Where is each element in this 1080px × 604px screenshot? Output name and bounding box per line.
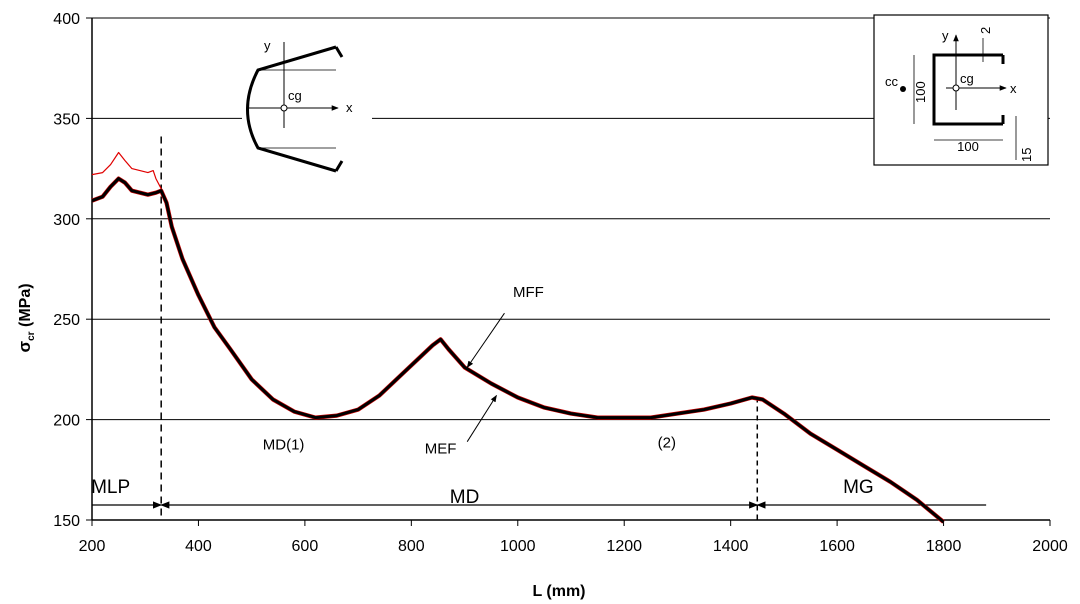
svg-text:σcr (MPa): σcr (MPa) (15, 283, 37, 352)
mode-boundaries (160, 136, 759, 520)
sketch-label: cg (288, 88, 302, 103)
series-group (91, 151, 945, 524)
x-tick-label: 800 (398, 538, 425, 555)
sketch-section-outline (246, 45, 337, 173)
annotation-arrow (466, 312, 505, 368)
region-label: MLP (91, 477, 130, 498)
x-tick-label: 1200 (606, 538, 642, 555)
x-tick-label: 200 (79, 538, 106, 555)
inset-label: cc (885, 74, 899, 89)
inset-label: y (942, 28, 949, 43)
sketch-label: y (264, 38, 271, 53)
x-tick-label: 1800 (926, 538, 962, 555)
y-tick-label: 400 (53, 11, 80, 28)
inset-label: 100 (913, 81, 928, 103)
inset-label: cg (960, 71, 974, 86)
region-label: MD (450, 487, 480, 508)
y-axis-ticks: 150 200 250 300 350 400 (53, 11, 92, 530)
mode-regions: MLP MD MG (91, 477, 987, 509)
x-tick-label: 600 (292, 538, 319, 555)
inset-cc-marker (900, 86, 906, 92)
x-tick-label: 1400 (713, 538, 749, 555)
region-label: MG (843, 477, 874, 498)
x-tick-label: 2000 (1032, 538, 1068, 555)
y-axis-label-symbol: σ (15, 341, 34, 353)
y-tick-label: 300 (53, 212, 80, 229)
plot-area-frame (91, 18, 1050, 521)
y-axis-label-subscript: cr (26, 331, 37, 341)
series-line (91, 177, 945, 524)
inset-label: 100 (957, 139, 979, 154)
x-tick-label: 1000 (500, 538, 536, 555)
annotation-label: MEF (425, 441, 457, 458)
y-axis-label-unit: (MPa) (17, 283, 34, 331)
annotation-label: MD(1) (263, 437, 305, 454)
sketch-cg-marker (280, 104, 288, 112)
section-sketch: y cg x (242, 32, 372, 182)
series-line-underlay (91, 176, 945, 524)
inset-label: x (1010, 81, 1017, 96)
annotation-label: (2) (658, 435, 676, 452)
y-tick-label: 350 (53, 111, 80, 128)
x-tick-label: 1600 (819, 538, 855, 555)
y-tick-label: 250 (53, 312, 80, 329)
y-tick-label: 150 (53, 513, 80, 530)
annotation-arrow (466, 394, 497, 442)
annotations: MFF MEF MD(1) (2) (263, 284, 676, 458)
annotation-label: MFF (513, 284, 544, 301)
inset-section-web-flanges (932, 53, 1003, 126)
y-axis-label: σcr (MPa) (15, 283, 37, 352)
y-tick-label: 200 (53, 413, 80, 430)
series-line (91, 151, 162, 189)
x-axis-ticks: 200 400 600 800 1000 1200 1400 1600 1800 2000 (79, 520, 1068, 555)
inset-label: 2 (978, 27, 993, 34)
inset-label: 15 (1019, 148, 1034, 162)
x-tick-label: 400 (185, 538, 212, 555)
sketch-section-lips (334, 46, 344, 172)
sketch-label: x (346, 100, 353, 115)
inset-cg-marker (952, 84, 960, 92)
x-axis-label: L (mm) (532, 583, 585, 600)
cross-section-inset: y 2 cc cg 100 x 100 15 (873, 14, 1049, 166)
